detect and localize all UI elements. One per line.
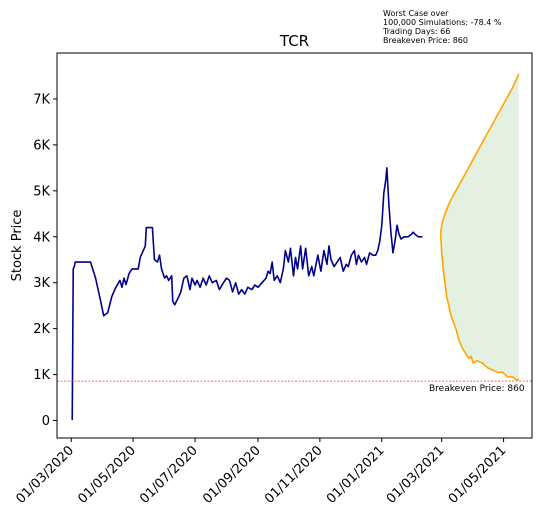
y-tick-label-4: 4K	[33, 230, 50, 245]
annotation-line-3: Trading Days: 66	[383, 27, 451, 36]
historical-price-line	[71, 167, 423, 421]
x-tick-label-6: 01/03/2021	[384, 443, 448, 507]
y-tick-label-5: 5K	[33, 184, 50, 199]
annotation-line-1: Worst Case over	[383, 9, 449, 18]
simulation-upper-line	[439, 73, 520, 233]
y-tick-label-7: 7K	[33, 92, 50, 107]
x-tick-label-0: 01/03/2020	[13, 443, 77, 507]
chart-title: TCR	[279, 32, 309, 50]
y-axis-label: Stock Price	[10, 210, 25, 282]
y-tick-label-3: 3K	[33, 276, 50, 291]
x-tick-label-2: 01/07/2020	[137, 443, 201, 507]
breakeven-label: Breakeven Price: 860	[429, 384, 525, 394]
x-tick-label-4: 01/11/2020	[262, 443, 326, 507]
simulation-annotation: Worst Case over 100,000 Simulations: -78…	[383, 9, 502, 45]
x-tick-label-7: 01/05/2021	[446, 443, 510, 507]
y-tick-label-0: 0	[42, 414, 50, 429]
simulation-range-fill	[440, 73, 519, 381]
plot-frame	[56, 52, 533, 439]
x-tick-label-3: 01/09/2020	[200, 443, 264, 507]
x-tick-label-1: 01/05/2020	[75, 443, 139, 507]
annotation-line-2: 100,000 Simulations: -78.4 %	[383, 18, 502, 27]
x-tick-label-5: 01/01/2021	[324, 443, 388, 507]
y-tick-label-1: 1K	[33, 368, 50, 383]
y-tick-label-6: 6K	[33, 138, 50, 153]
simulation-lower-line	[439, 232, 520, 381]
y-tick-label-2: 2K	[33, 322, 50, 337]
annotation-line-4: Breakeven Price: 860	[383, 36, 468, 45]
